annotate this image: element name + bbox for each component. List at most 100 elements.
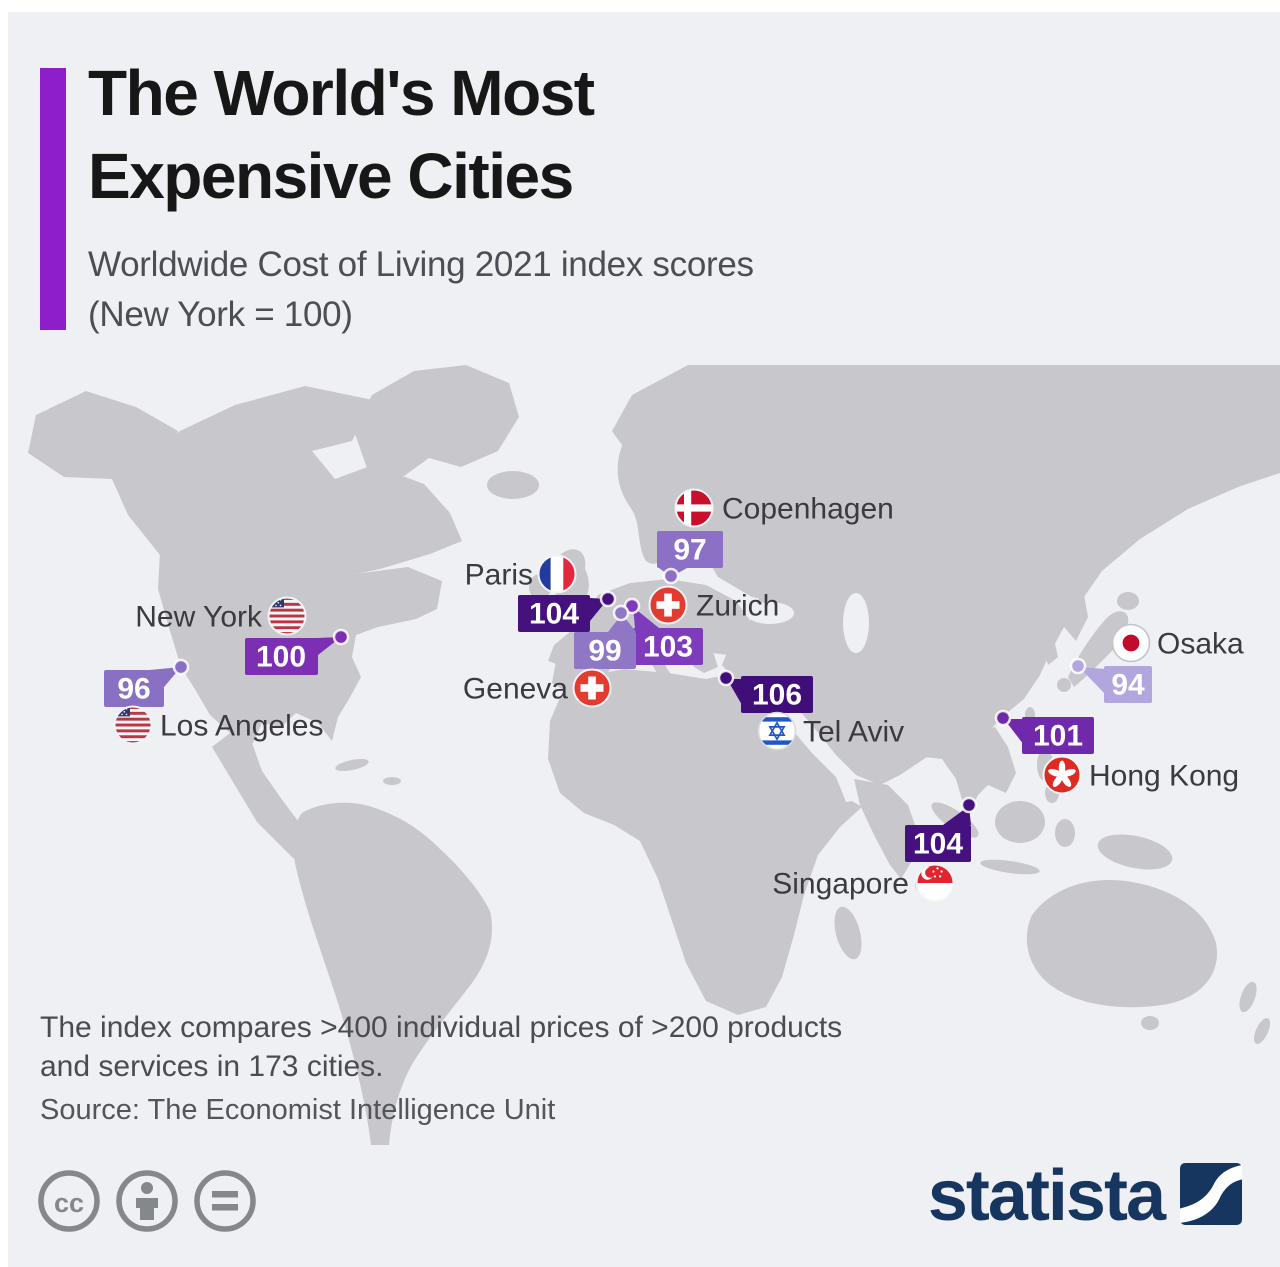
city-group-paris: 104 Paris xyxy=(465,555,617,632)
city-label: Los Angeles xyxy=(160,710,323,743)
flag-singapore-icon xyxy=(916,864,954,902)
city-group-tel-aviv: 106 Tel Aviv xyxy=(717,669,904,750)
license-icons: cc xyxy=(36,1168,268,1239)
score-badge xyxy=(657,531,723,568)
index-note: The index compares >400 individual price… xyxy=(40,1008,842,1086)
score-value: 96 xyxy=(117,673,150,706)
score-value: 99 xyxy=(588,635,621,668)
badge-tail xyxy=(608,614,636,632)
score-badge xyxy=(1104,666,1152,703)
svg-text:cc: cc xyxy=(54,1188,84,1218)
landmass-russia-siberia xyxy=(612,365,1280,621)
landmass-new-zealand-north xyxy=(1239,981,1257,1013)
city-label: Osaka xyxy=(1157,628,1244,661)
score-value: 97 xyxy=(673,534,706,567)
score-value: 101 xyxy=(1033,720,1083,753)
city-dot xyxy=(612,604,630,622)
landmass-indochina xyxy=(896,727,1016,807)
page-title-line2: Expensive Cities xyxy=(88,140,574,213)
page-subtitle: Worldwide Cost of Living 2021 index scor… xyxy=(88,240,754,341)
city-group-los-angeles: 96 Los Angeles xyxy=(104,658,323,744)
score-badge xyxy=(905,825,971,862)
landmass-kyushu xyxy=(1057,678,1071,692)
flag-switzerland-icon xyxy=(649,586,687,624)
flag-usa-icon xyxy=(268,597,306,635)
city-label: Hong Kong xyxy=(1089,760,1239,793)
landmass-hokkaido xyxy=(1117,592,1139,610)
statista-logo: statista xyxy=(928,1160,1242,1232)
city-group-singapore: 104 Singapore xyxy=(772,796,978,902)
flag-switzerland-icon xyxy=(573,669,611,707)
statista-logo-mark-icon xyxy=(1180,1162,1242,1230)
score-badge xyxy=(741,676,813,713)
score-value: 100 xyxy=(256,641,306,674)
cc-icon: cc xyxy=(38,1170,100,1232)
city-label: Copenhagen xyxy=(722,493,894,526)
city-dot xyxy=(1069,657,1087,675)
landmass-new-guinea xyxy=(1097,834,1173,870)
city-dot xyxy=(717,669,735,687)
score-value: 94 xyxy=(1111,669,1145,702)
score-badge xyxy=(1022,717,1094,754)
landmass-hispaniola xyxy=(383,777,401,785)
score-value: 104 xyxy=(529,598,579,631)
city-group-osaka: 94 Osaka xyxy=(1069,624,1244,703)
statista-logo-text: statista xyxy=(927,1156,1166,1236)
city-label: Geneva xyxy=(463,673,568,706)
city-dot xyxy=(662,567,680,585)
city-label: Singapore xyxy=(772,868,909,901)
landmass-borneo xyxy=(995,801,1045,843)
equals-icon xyxy=(194,1170,256,1232)
landmass-sulawesi xyxy=(1055,819,1075,847)
city-label: Tel Aviv xyxy=(803,716,904,749)
flag-denmark-icon xyxy=(675,489,713,527)
flag-usa-icon xyxy=(114,706,152,744)
landmass-alaska xyxy=(28,391,178,479)
badge-tail xyxy=(1004,719,1024,745)
landmass-canada xyxy=(112,386,462,583)
city-dot xyxy=(994,709,1012,727)
landmass-new-zealand-south xyxy=(1253,1018,1271,1044)
flag-france-icon xyxy=(538,555,576,593)
badge-tail xyxy=(1079,667,1106,695)
page-title-line1: The World's Most xyxy=(88,57,595,129)
city-label: Zurich xyxy=(696,590,779,623)
flag-hong-kong-icon xyxy=(1043,756,1081,794)
city-label: New York xyxy=(135,601,263,634)
landmass-madagascar xyxy=(834,906,862,960)
score-badge xyxy=(245,638,318,675)
city-label: Paris xyxy=(465,559,533,592)
score-value: 104 xyxy=(913,828,963,861)
score-badge xyxy=(104,670,164,707)
title-accent-bar xyxy=(40,68,66,330)
city-dot xyxy=(599,590,617,608)
score-badge xyxy=(574,632,636,669)
city-group-copenhagen: 97 Copenhagen xyxy=(657,489,894,585)
city-group-zurich: 103 Zurich xyxy=(623,586,779,665)
city-dot xyxy=(960,796,978,814)
landmass-cuba xyxy=(335,758,369,772)
landmass-tasmania xyxy=(1141,1016,1159,1030)
page-title: The World's Most Expensive Cities xyxy=(88,52,595,218)
score-value: 103 xyxy=(643,631,693,664)
city-dot xyxy=(172,658,190,676)
attribution-icon xyxy=(116,1170,178,1232)
page-edge-left xyxy=(0,0,8,1267)
landmass-central-asia-china xyxy=(748,595,1088,785)
score-badge xyxy=(518,595,590,632)
landmass-australia xyxy=(1026,880,1218,1008)
landmass-korea xyxy=(1042,639,1058,665)
inland-seas xyxy=(746,593,869,653)
landmass-java xyxy=(980,859,1040,875)
city-dot xyxy=(332,628,350,646)
score-value: 106 xyxy=(752,679,802,712)
landmass-india xyxy=(854,779,918,879)
landmass-africa xyxy=(548,669,862,1015)
flag-israel-icon xyxy=(758,712,796,750)
flag-japan-icon xyxy=(1112,624,1150,662)
index-note-line1: The index compares >400 individual price… xyxy=(40,1011,843,1044)
city-group-geneva: 99 Geneva xyxy=(463,604,636,707)
index-note-line2: and services in 173 cities. xyxy=(40,1050,384,1083)
landmass-greenland xyxy=(354,365,519,476)
world-map: 97 Copenhagen 104 Paris 103 Zurich 99 Ge… xyxy=(0,355,1280,1155)
